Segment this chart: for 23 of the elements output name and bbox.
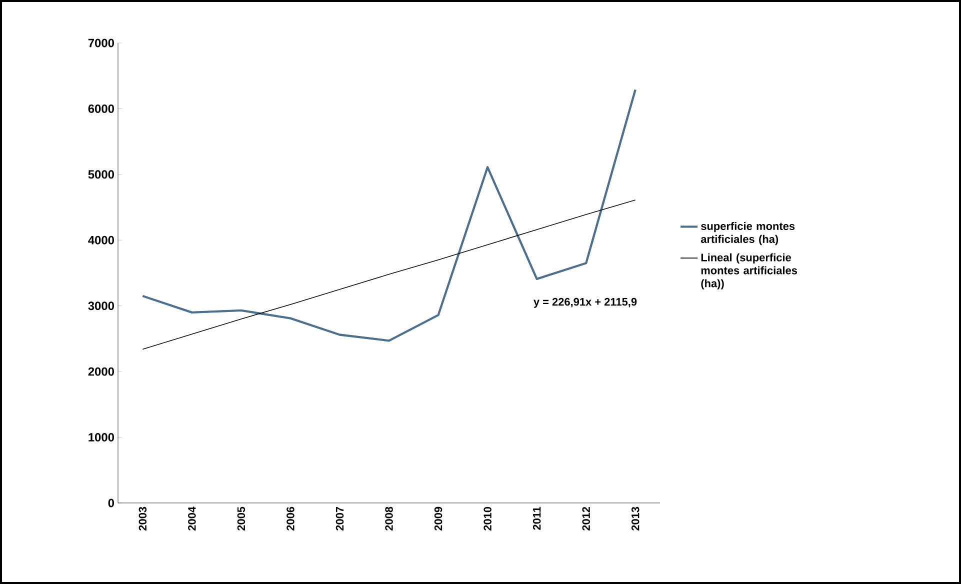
x-tick-label: 2004 — [188, 506, 196, 531]
y-tick-label: 6000 — [88, 104, 114, 113]
y-tick-label: 2000 — [88, 367, 114, 376]
legend-label: Lineal (superficie montes artificiales (ha)) — [701, 253, 798, 290]
x-tick-label: 2010 — [484, 506, 492, 531]
annotation: y = 226,91x + 2115,9 — [534, 298, 637, 308]
y-tick-label: 1000 — [88, 433, 114, 442]
y-tick-label: 3000 — [88, 302, 114, 310]
x-tick-label: 2013 — [632, 506, 640, 531]
y-tick-label: 4000 — [88, 236, 114, 244]
x-tick-label: 2007 — [336, 506, 344, 531]
x-tick-label: 2012 — [582, 506, 590, 531]
y-tick-label: 5000 — [88, 170, 114, 179]
x-tick-label: 2003 — [138, 506, 147, 531]
x-tick-label: 2006 — [286, 506, 294, 531]
y-tick-label: 7000 — [88, 38, 114, 48]
legend-label: superficie montes artificiales (ha) — [700, 222, 795, 246]
x-tick-label: 2008 — [385, 506, 393, 531]
x-tick-label: 2005 — [237, 506, 246, 531]
x-tick-label: 2009 — [434, 506, 442, 531]
x-tick-label: 2011 — [532, 506, 541, 530]
line-series — [142, 88, 636, 342]
y-tick-label: 0 — [108, 498, 114, 508]
